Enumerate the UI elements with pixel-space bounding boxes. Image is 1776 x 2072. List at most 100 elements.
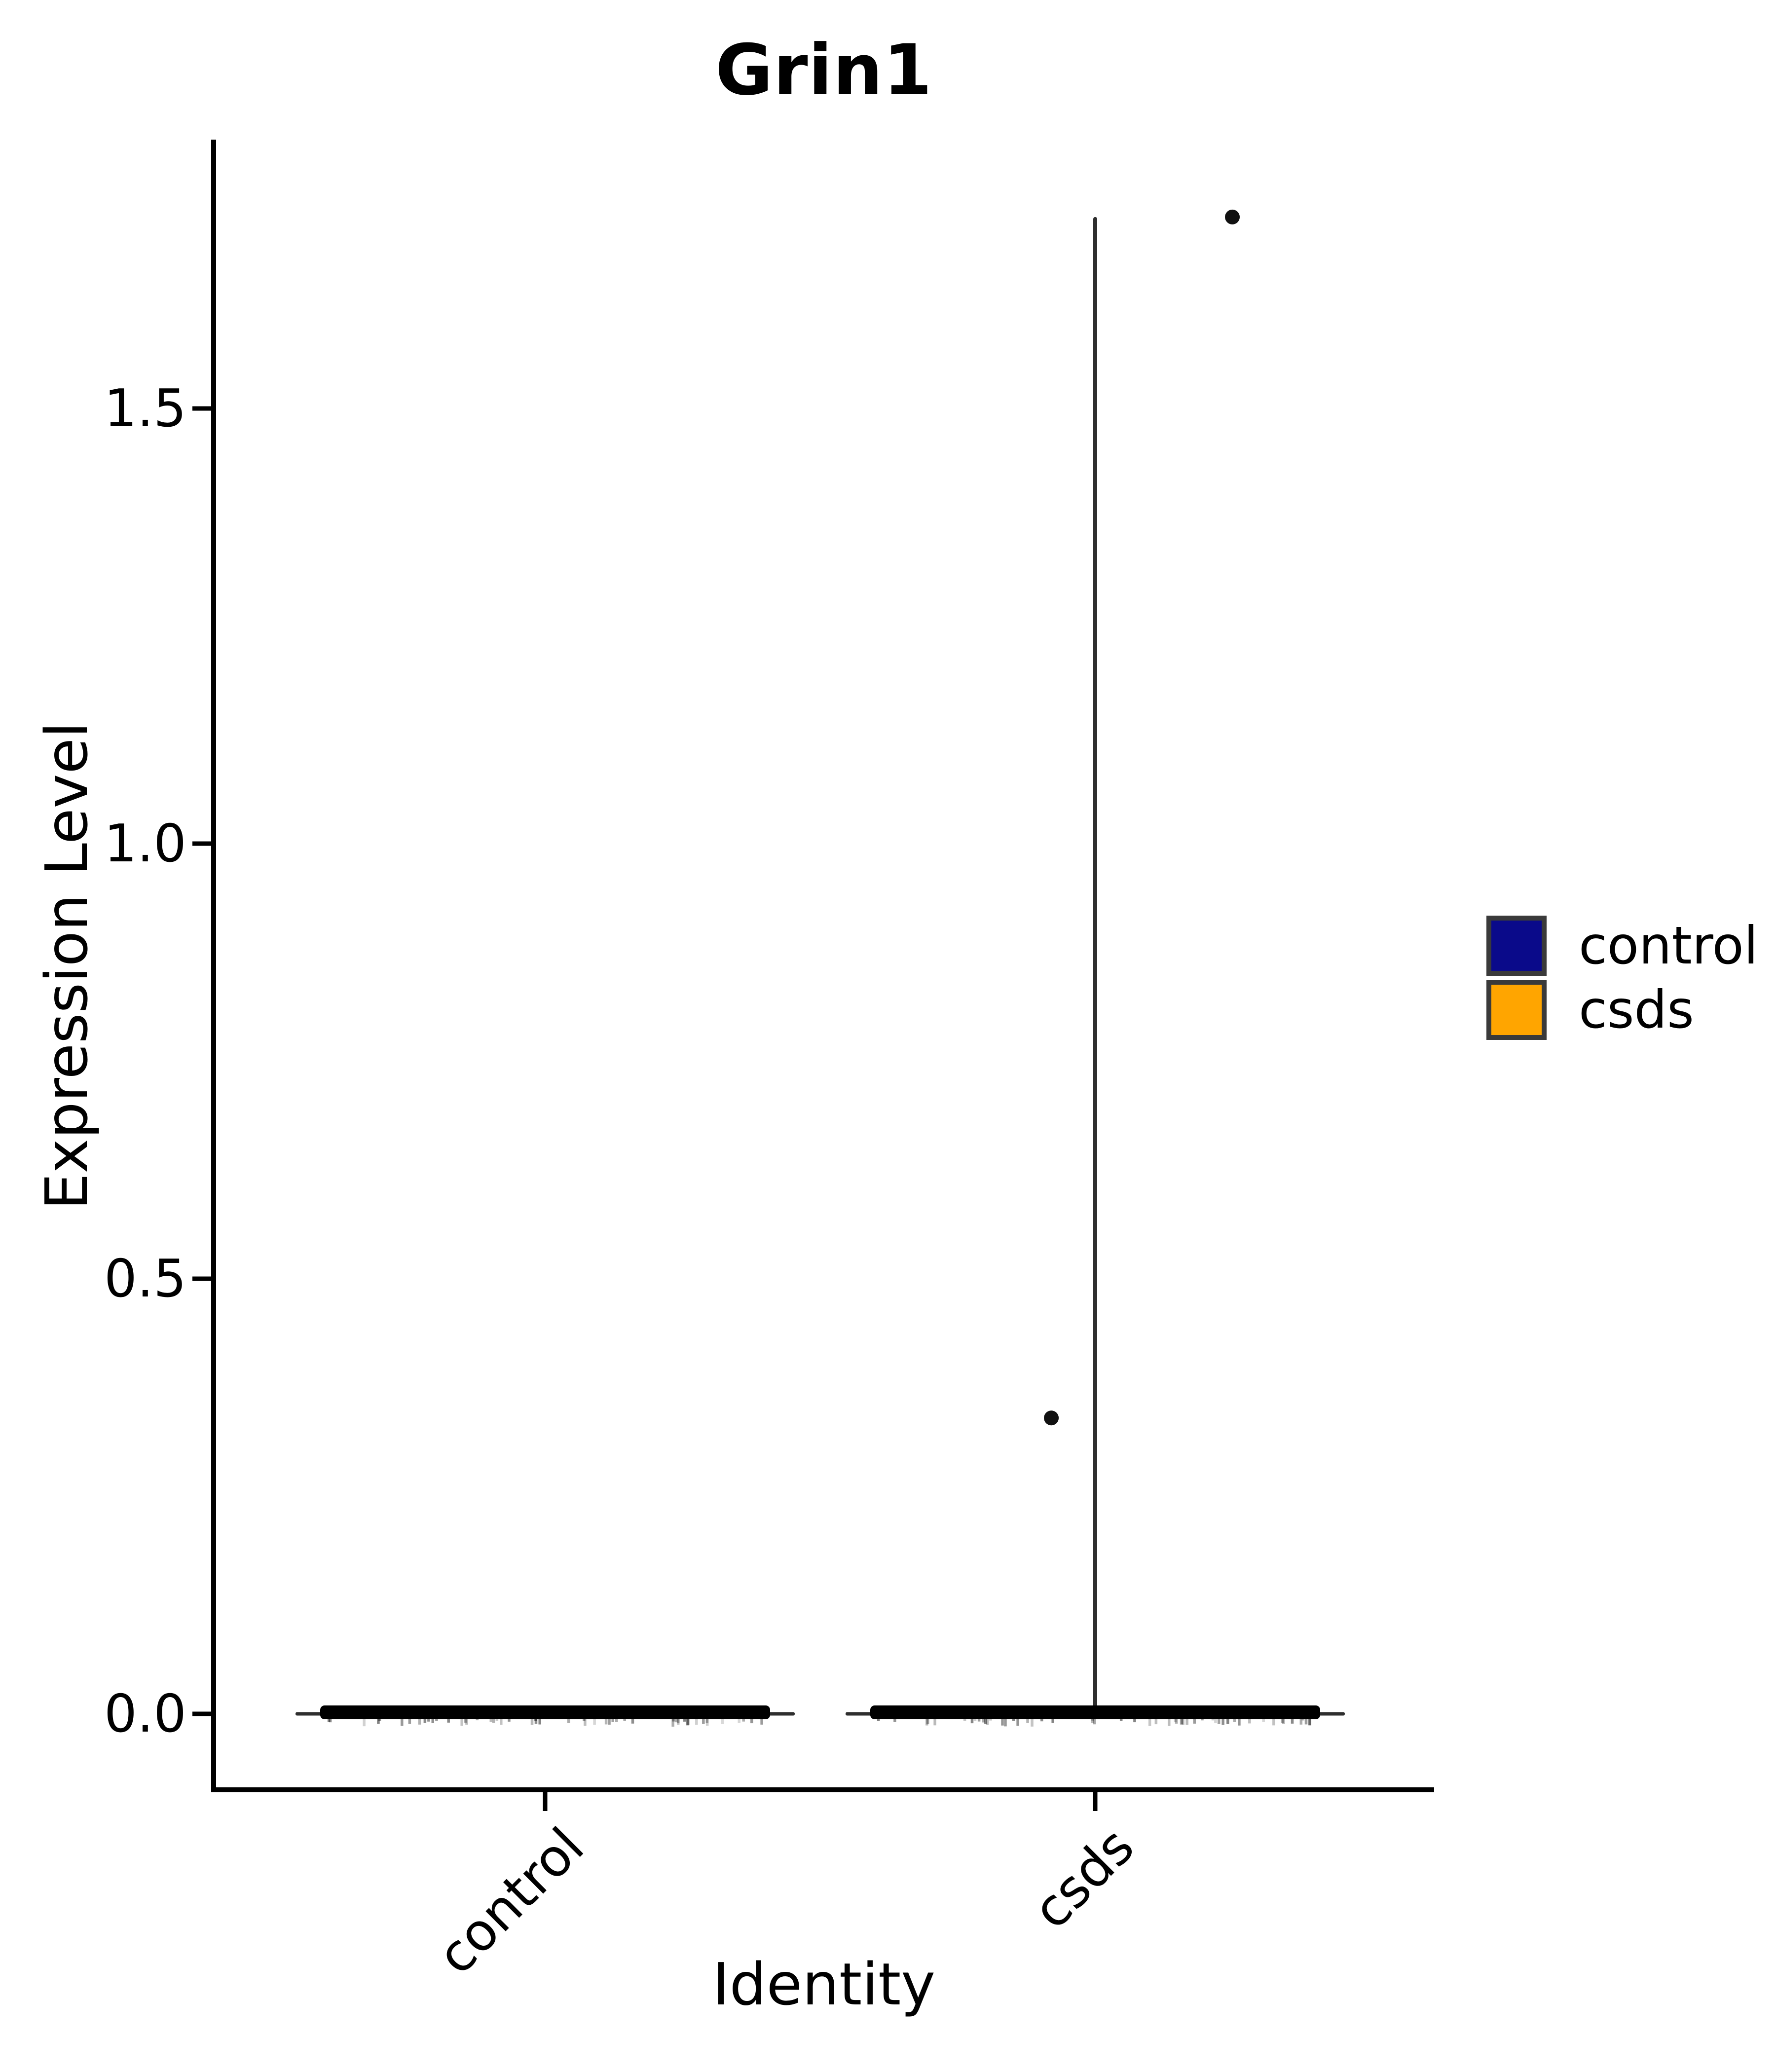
legend-item-control: control	[1486, 916, 1763, 980]
point-band-fuzz	[676, 1718, 680, 1723]
y-tick-label-0.5: 0.5	[104, 1249, 186, 1309]
point-band-fuzz	[672, 1718, 675, 1722]
legend-swatch-control	[1486, 916, 1547, 976]
point-band-fuzz	[683, 1718, 686, 1723]
point-band-fuzz	[1221, 1718, 1224, 1725]
point-band-fuzz	[615, 1718, 618, 1722]
y-tick-label-1.5: 1.5	[104, 378, 186, 439]
point-band-fuzz	[495, 1718, 499, 1721]
legend-label-control: control	[1579, 916, 1758, 976]
x-axis-spine	[211, 1787, 1434, 1792]
point-band-fuzz	[1031, 1718, 1034, 1727]
y-tick-mark	[192, 406, 211, 411]
point-band-fuzz	[1148, 1718, 1151, 1726]
point-band-fuzz	[435, 1718, 438, 1721]
point-band-fuzz	[608, 1718, 611, 1725]
point-band-fuzz	[738, 1718, 740, 1723]
point-band-fuzz	[1154, 1718, 1158, 1725]
x-tick-mark	[543, 1792, 548, 1811]
point-band-fuzz	[631, 1718, 634, 1724]
point-band-fuzz	[1282, 1718, 1285, 1724]
point-band-fuzz	[973, 1718, 977, 1722]
point-band-fuzz	[1175, 1718, 1178, 1724]
point-band-fuzz	[1291, 1718, 1294, 1724]
point-band-fuzz	[1091, 1718, 1094, 1724]
point-band-fuzz	[465, 1718, 468, 1725]
point-band-fuzz	[1272, 1718, 1275, 1726]
point-band-fuzz	[963, 1718, 966, 1721]
point-band-fuzz	[464, 1718, 467, 1723]
point-band-fuzz	[970, 1718, 974, 1724]
legend-item-csds: csds	[1486, 980, 1763, 1044]
legend-label-csds: csds	[1579, 980, 1694, 1040]
point-band-fuzz	[363, 1718, 366, 1727]
point-band-fuzz	[893, 1718, 896, 1722]
point-band-fuzz	[427, 1718, 430, 1722]
point-band-fuzz	[476, 1718, 479, 1721]
y-tick-mark	[192, 1711, 211, 1716]
point-band-fuzz	[686, 1718, 689, 1726]
point-band-fuzz	[1119, 1718, 1123, 1721]
point-band-fuzz	[977, 1718, 981, 1722]
point-band-fuzz	[423, 1718, 427, 1723]
point-band-fuzz	[760, 1718, 763, 1725]
y-tick-label-1.0: 1.0	[104, 814, 186, 874]
point-band-fuzz	[982, 1718, 985, 1723]
point-band-fuzz	[674, 1718, 678, 1723]
violin-spike-csds	[1093, 217, 1097, 1714]
point-band-fuzz	[742, 1718, 745, 1722]
point-band-fuzz	[1193, 1718, 1196, 1724]
point-band-fuzz	[926, 1718, 929, 1724]
point-band-fuzz	[1012, 1718, 1015, 1721]
point-band-fuzz	[1233, 1718, 1236, 1722]
point-band-fuzz	[534, 1718, 537, 1721]
point-band-fuzz	[1180, 1718, 1184, 1725]
point-band-fuzz	[986, 1718, 989, 1725]
point-band-fuzz	[1238, 1718, 1241, 1726]
legend: control csds	[1486, 916, 1763, 1044]
point-band-fuzz	[508, 1718, 511, 1722]
point-band-fuzz	[1201, 1718, 1204, 1721]
y-tick-label-0.0: 0.0	[104, 1684, 186, 1744]
point-band-fuzz	[705, 1718, 708, 1723]
point-band-fuzz	[1211, 1718, 1215, 1721]
point-band-fuzz	[329, 1718, 332, 1723]
point-band-fuzz	[1182, 1718, 1184, 1725]
point-band-fuzz	[1248, 1718, 1251, 1724]
point-band-fuzz	[877, 1718, 880, 1721]
point-band-fuzz	[989, 1718, 992, 1721]
x-axis-label: Identity	[712, 1950, 936, 2018]
point-band-fuzz	[750, 1718, 753, 1724]
point-band-fuzz	[702, 1718, 705, 1724]
point-band-fuzz	[593, 1718, 596, 1725]
point-band-fuzz	[1174, 1718, 1177, 1722]
point-band-fuzz	[567, 1718, 570, 1723]
point-band-fuzz	[328, 1718, 331, 1722]
point-band-fuzz	[1281, 1718, 1284, 1723]
point-band-fuzz	[489, 1718, 492, 1722]
y-tick-mark	[192, 1276, 211, 1281]
point-band-fuzz	[1040, 1718, 1043, 1722]
point-band-fuzz	[695, 1718, 698, 1725]
point-band-fuzz	[401, 1718, 404, 1726]
point-band-fuzz	[1214, 1718, 1217, 1723]
point-band-fuzz	[460, 1718, 463, 1726]
point-band-fuzz	[1004, 1718, 1007, 1727]
point-band-fuzz	[1016, 1718, 1019, 1726]
point-band-fuzz	[1217, 1718, 1221, 1724]
x-tick-mark	[1093, 1792, 1098, 1811]
point-band-fuzz	[1185, 1718, 1188, 1725]
point-band-fuzz	[583, 1718, 586, 1721]
y-tick-mark	[192, 841, 211, 846]
point-band-fuzz	[1308, 1718, 1311, 1726]
point-band-fuzz	[538, 1718, 541, 1725]
point-band-fuzz	[1180, 1718, 1183, 1725]
point-band-fuzz	[1299, 1718, 1303, 1725]
point-band-fuzz	[1091, 1718, 1094, 1721]
point-band-fuzz	[530, 1718, 534, 1725]
point-band-fuzz	[431, 1718, 435, 1723]
point-band-fuzz	[1262, 1718, 1265, 1722]
point-band-fuzz	[1304, 1718, 1308, 1725]
point-band-fuzz	[492, 1718, 495, 1723]
